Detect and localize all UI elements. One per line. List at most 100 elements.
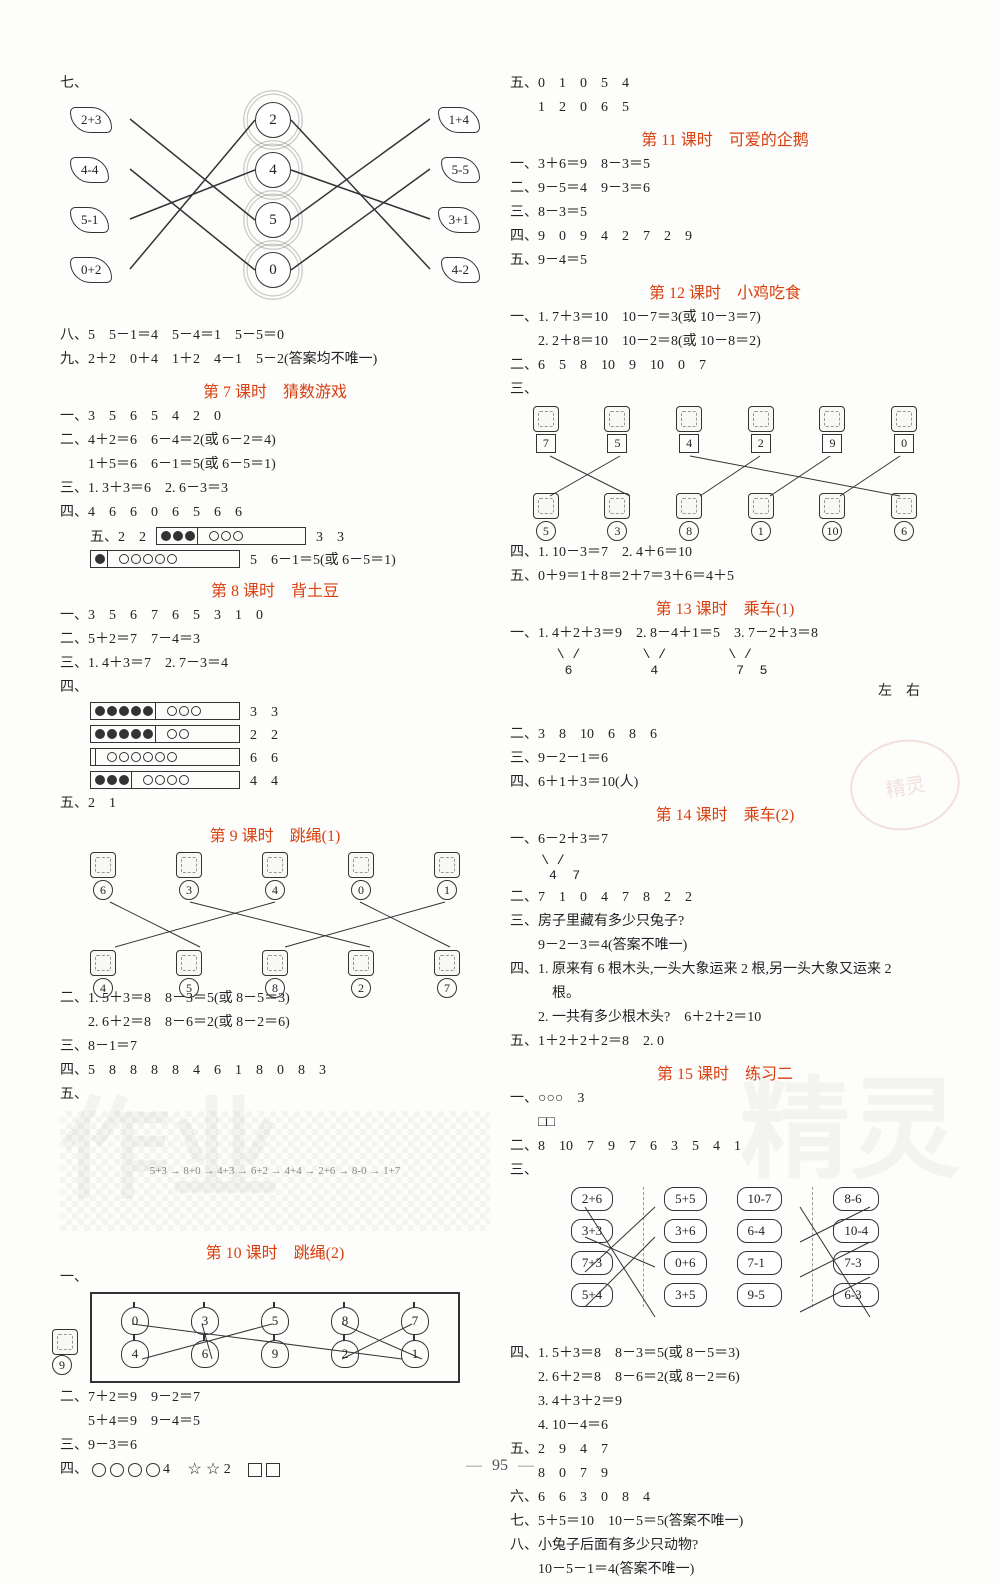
l11-5: 五、9－4＝5 <box>510 250 940 271</box>
l12-2: 二、6 5 8 10 9 10 0 7 <box>510 355 940 376</box>
l8-1: 一、3 5 6 7 6 5 3 1 0 <box>60 605 490 626</box>
l8-3: 三、1. 4＋3＝7 2. 7－3＝4 <box>60 653 490 674</box>
l7-2b: 1＋5＝6 6－1＝5(或 6－5＝1) <box>60 454 490 475</box>
l10-2: 二、7＋2＝9 9－2＝7 <box>60 1387 490 1408</box>
l12-5: 五、0＋9＝1＋8＝2＋7＝3＋6＝4＋5 <box>510 566 940 587</box>
l7-4: 四、4 6 6 0 6 5 6 6 <box>60 502 490 523</box>
abacus-7b <box>90 550 240 568</box>
l7-5b-row: 5 6－1＝5(或 6－5＝1) <box>90 549 490 569</box>
l10-1: 一、 <box>60 1267 490 1288</box>
leaf-r2: 5-5 <box>441 157 480 183</box>
l15-4b: 2. 6＋2＝8 8－6＝2(或 8－2＝6) <box>510 1367 940 1388</box>
l13-1: 一、1. 4＋2＋3＝9 2. 8－4＋1＝5 3. 7－2＋3＝8 <box>510 623 940 644</box>
l9-2b: 2. 6＋2＝8 8－6＝2(或 8－2＝6) <box>60 1012 490 1033</box>
left-column: 七、 2+3 4-4 5-1 0+2 2 4 5 0 1+4 5-5 3+1 4… <box>60 70 490 1583</box>
l7-3: 三、1. 3＋3＝6 2. 6－3＝3 <box>60 478 490 499</box>
l12-match: 754290 5381106 <box>510 406 940 536</box>
l7-1: 一、3 5 6 5 4 2 0 <box>60 406 490 427</box>
l15-1: 一、○○○ 3 <box>510 1088 940 1109</box>
l9-5: 五、 <box>60 1084 490 1105</box>
tree13: \ / \ / \ / 6 4 7 5 <box>510 647 940 678</box>
two-column-layout: 七、 2+3 4-4 5-1 0+2 2 4 5 0 1+4 5-5 3+1 4… <box>60 70 950 1583</box>
fruit-bot-row: 46921 <box>100 1340 450 1368</box>
l8-5: 五、2 1 <box>60 793 490 814</box>
tree13-spacer <box>510 705 940 721</box>
heading-lesson11: 第 11 课时 可爱的企鹅 <box>510 126 940 150</box>
l10-2b: 5＋4＝9 9－4＝5 <box>60 1411 490 1432</box>
fruit-left-num: 9 <box>52 1355 72 1375</box>
heading-lesson13: 第 13 课时 乘车(1) <box>510 595 940 619</box>
l9-top: 63401 <box>60 852 490 900</box>
l7-5a-rt: 3 3 <box>316 526 344 546</box>
l14-2: 二、7 1 0 4 7 8 2 2 <box>510 887 940 908</box>
abacus-7a <box>156 527 306 545</box>
flower-3: 5 <box>255 202 291 238</box>
l12-bot: 5381106 <box>510 493 940 541</box>
l12-top: 754290 <box>510 406 940 453</box>
bird-icon <box>52 1329 78 1355</box>
l15-6: 六、6 6 3 0 8 4 <box>510 1487 940 1508</box>
page-number: 95 <box>0 1457 1000 1475</box>
l14-4: 四、1. 原来有 6 根木头,一头大象运来 2 根,另一头大象又运来 2 <box>510 959 940 980</box>
leaf-l3: 5-1 <box>70 207 109 233</box>
l11-1: 一、3＋6＝9 8－3＝5 <box>510 154 940 175</box>
l15-matchbox: 2+63+37+35+45+53+60+63+510-76-47-19-58-6… <box>510 1187 940 1337</box>
leaf-l2: 4-4 <box>70 157 109 183</box>
flower-2: 4 <box>255 152 291 188</box>
r-l5b: 1 2 0 6 5 <box>510 97 940 118</box>
q9-line: 九、2＋2 0＋4 1＋2 4－1 5－2(答案均不唯一) <box>60 349 490 370</box>
l15-4c: 3. 4＋3＋2＝9 <box>510 1391 940 1412</box>
l11-3: 三、8－3＝5 <box>510 202 940 223</box>
l15-2: 二、8 10 7 9 7 6 3 5 4 1 <box>510 1136 940 1157</box>
abacus-block: 3 32 26 64 4 <box>60 701 490 790</box>
heading-lesson12: 第 12 课时 小鸡吃食 <box>510 279 940 303</box>
flower-4: 0 <box>255 252 291 288</box>
flower-1: 2 <box>255 102 291 138</box>
heading-lesson15: 第 15 课时 练习二 <box>510 1060 940 1084</box>
l15-4d: 4. 10－4＝6 <box>510 1415 940 1436</box>
l12-1: 一、1. 7＋3＝10 10－7＝3(或 10－3＝7) <box>510 307 940 328</box>
l15-4: 四、1. 5＋3＝8 8－3＝5(或 8－5＝3) <box>510 1343 940 1364</box>
l15-8b: 10－5－1＝4(答案不唯一) <box>510 1559 940 1580</box>
l11-4: 四、9 0 9 4 2 7 2 9 <box>510 226 940 247</box>
l9-4: 四、5 8 8 8 8 4 6 1 8 0 8 3 <box>60 1060 490 1081</box>
r-l5: 五、0 1 0 5 4 <box>510 73 940 94</box>
l10-3: 三、9－3＝6 <box>60 1435 490 1456</box>
leaf-l1: 2+3 <box>70 107 112 133</box>
l15-cols: 2+63+37+35+45+53+60+63+510-76-47-19-58-6… <box>510 1187 940 1307</box>
heading-lesson9: 第 9 课时 跳绳(1) <box>60 822 490 846</box>
q8-line: 八、5 5－1＝4 5－4＝1 5－5＝0 <box>60 325 490 346</box>
l14-5: 五、1＋2＋2＋2＝8 2. 0 <box>510 1031 940 1052</box>
l14-4c: 2. 一共有多少根木头? 6＋2＋2＝10 <box>510 1007 940 1028</box>
l14-4b: 根。 <box>510 983 940 1004</box>
l15-8: 八、小兔子后面有多少只动物? <box>510 1535 940 1556</box>
l14-1: 一、6－2＋3＝7 <box>510 829 940 850</box>
l14-3b: 9－2－3＝4(答案不唯一) <box>510 935 940 956</box>
l7-5a: 五、2 2 <box>90 526 146 546</box>
leaf-r3: 3+1 <box>438 207 480 233</box>
l9-3: 三、8－1＝7 <box>60 1036 490 1057</box>
l9-bot: 45827 <box>60 950 490 998</box>
l15-1b: □□ <box>510 1112 940 1133</box>
heading-lesson10: 第 10 课时 跳绳(2) <box>60 1239 490 1263</box>
l12-4: 四、1. 10－3＝7 2. 4＋6＝10 <box>510 542 940 563</box>
l8-2: 二、5＋2＝7 7－4＝3 <box>60 629 490 650</box>
l15-7: 七、5＋5＝10 10－5＝5(答案不唯一) <box>510 1511 940 1532</box>
l14-3: 三、房子里藏有多少只兔子? <box>510 911 940 932</box>
heading-lesson7: 第 7 课时 猜数游戏 <box>60 378 490 402</box>
fruit-left: 9 <box>52 1329 78 1375</box>
l13-rt: 左 右 <box>510 681 940 702</box>
leaf-l4: 0+2 <box>70 257 112 283</box>
l12-3: 三、 <box>510 379 940 400</box>
leaf-r1: 1+4 <box>438 107 480 133</box>
heading-lesson8: 第 8 课时 背土豆 <box>60 577 490 601</box>
l8-4: 四、 <box>60 677 490 698</box>
l13-2: 二、3 8 10 6 8 6 <box>510 724 940 745</box>
l11-2: 二、9－5＝4 9－3＝6 <box>510 178 940 199</box>
fruit-top-row: 03587 <box>100 1307 450 1335</box>
l7-5a-row: 五、2 2 3 3 <box>90 526 490 546</box>
l12-1b: 2. 2＋8＝10 10－2＝8(或 10－8＝2) <box>510 331 940 352</box>
tree14: \ / 4 7 <box>510 853 940 884</box>
l15-3: 三、 <box>510 1160 940 1181</box>
leaf-matching-diagram: 2+3 4-4 5-1 0+2 2 4 5 0 1+4 5-5 3+1 4-2 <box>70 97 480 317</box>
